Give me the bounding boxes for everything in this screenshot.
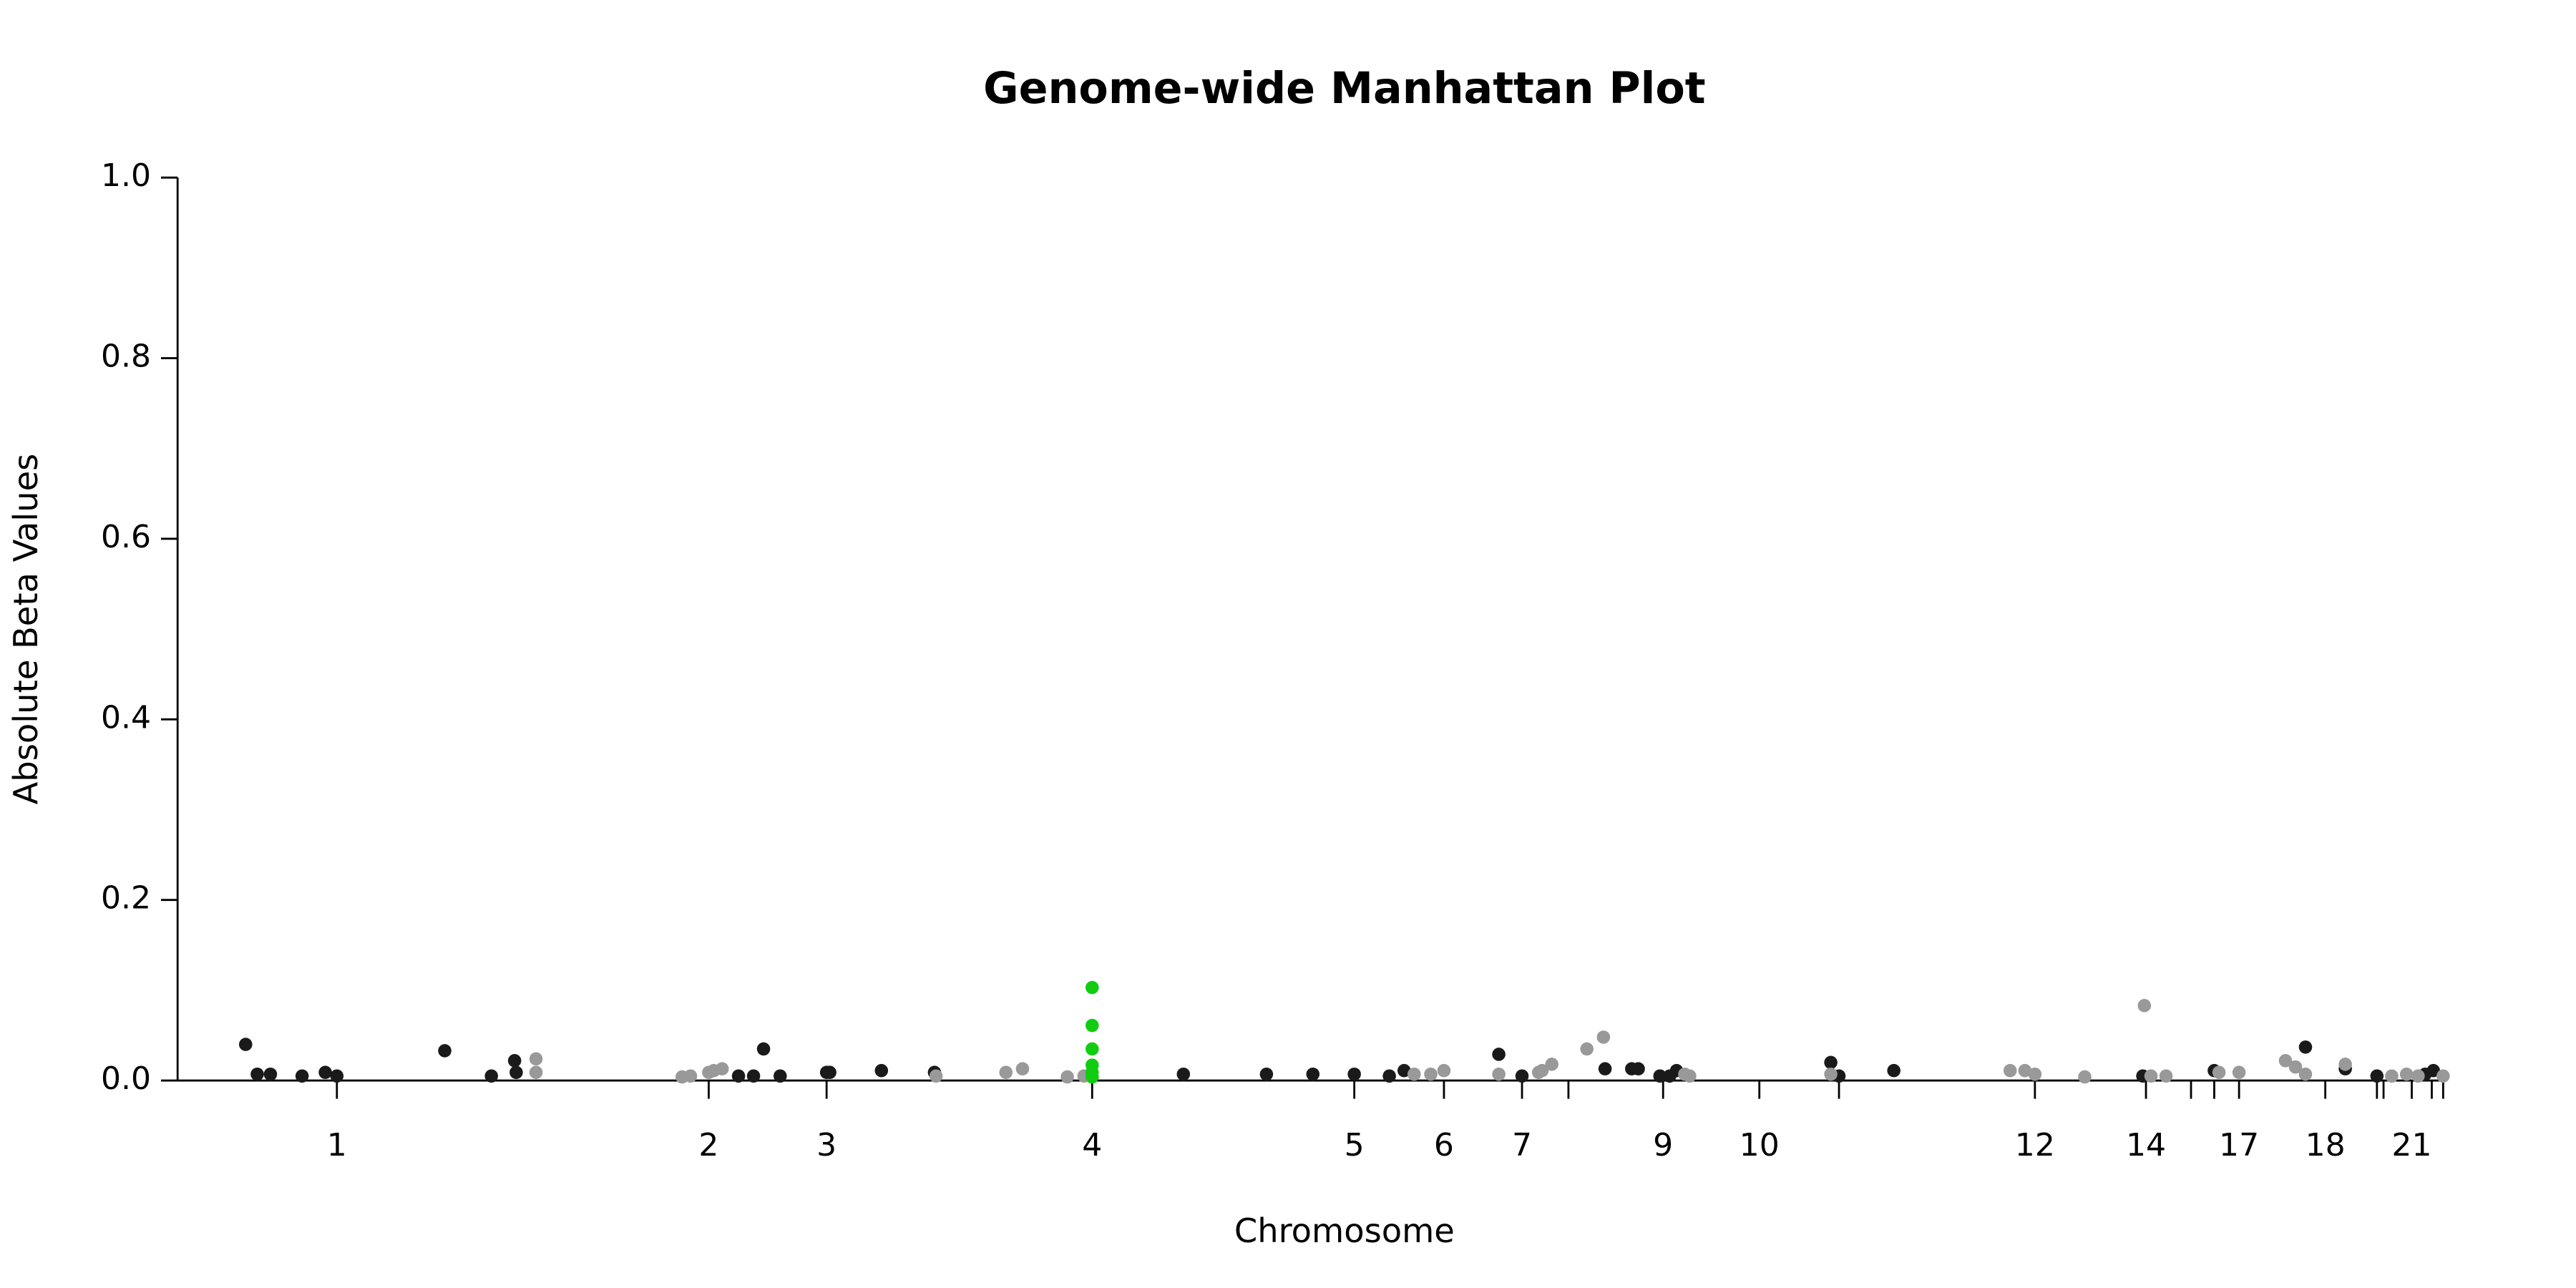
- point: [438, 1044, 452, 1058]
- point: [715, 1062, 729, 1075]
- x-axis-label: Chromosome: [1234, 1211, 1455, 1250]
- chart-title: Genome-wide Manhattan Plot: [983, 64, 1706, 114]
- x-tick-label: 17: [2219, 1127, 2259, 1163]
- point: [1824, 1055, 1838, 1070]
- point: [295, 1069, 309, 1083]
- point: [2298, 1040, 2313, 1054]
- point: [2137, 999, 2152, 1013]
- point: [529, 1052, 543, 1066]
- point: [2018, 1063, 2032, 1078]
- point: [1631, 1062, 1645, 1075]
- point: [1085, 980, 1099, 995]
- point: [2298, 1067, 2313, 1081]
- point: [1598, 1062, 1612, 1075]
- x-tick-label: 10: [1740, 1127, 1780, 1163]
- x-tick-label: 1: [327, 1127, 347, 1163]
- point: [2288, 1060, 2303, 1074]
- point: [1259, 1067, 1274, 1081]
- x-tick-label: 21: [2391, 1127, 2431, 1163]
- x-tick-label: 4: [1082, 1127, 1102, 1163]
- point: [874, 1063, 889, 1078]
- point: [263, 1067, 278, 1081]
- point: [2385, 1069, 2399, 1083]
- point: [2159, 1069, 2173, 1083]
- point: [318, 1065, 332, 1079]
- x-tick-label: 6: [1434, 1127, 1454, 1163]
- x-tick-label: 5: [1345, 1127, 1365, 1163]
- point: [2003, 1063, 2017, 1078]
- point: [330, 1069, 344, 1083]
- x-tick-label: 12: [2015, 1127, 2055, 1163]
- point: [1653, 1069, 1667, 1083]
- point: [484, 1069, 499, 1083]
- point: [1060, 1070, 1074, 1084]
- point: [1887, 1063, 1901, 1078]
- point: [2278, 1054, 2293, 1068]
- point: [2338, 1058, 2352, 1071]
- point: [1515, 1069, 1529, 1083]
- point: [756, 1042, 771, 1056]
- point: [731, 1069, 746, 1083]
- point: [1397, 1063, 1411, 1078]
- point: [1085, 1018, 1099, 1033]
- x-tick-label: 7: [1512, 1127, 1532, 1163]
- point: [1492, 1067, 1506, 1081]
- point: [929, 1069, 943, 1083]
- x-tick-label: 9: [1653, 1127, 1673, 1163]
- point: [2399, 1067, 2414, 1081]
- point: [1545, 1058, 1558, 1071]
- point: [1824, 1067, 1838, 1081]
- y-axis-label: Absolute Beta Values: [6, 454, 45, 805]
- point: [774, 1069, 787, 1083]
- point: [2436, 1069, 2450, 1083]
- y-tick-label: 0.2: [101, 880, 151, 917]
- x-tick-label: 3: [816, 1127, 836, 1163]
- point: [1015, 1062, 1030, 1075]
- point: [1535, 1063, 1549, 1078]
- point: [250, 1067, 264, 1081]
- point: [1424, 1067, 1438, 1081]
- point: [2426, 1063, 2440, 1078]
- point: [1596, 1030, 1611, 1044]
- point: [1176, 1067, 1191, 1081]
- x-tick-label: 2: [698, 1127, 718, 1163]
- point: [823, 1065, 836, 1079]
- point: [1683, 1069, 1697, 1083]
- y-tick-label: 0.8: [101, 338, 151, 375]
- point: [1492, 1048, 1506, 1061]
- point: [1407, 1067, 1421, 1081]
- point: [746, 1069, 761, 1083]
- y-tick-label: 1.0: [101, 157, 151, 194]
- y-tick-label: 0.6: [101, 519, 151, 555]
- x-tick-label: 14: [2126, 1127, 2166, 1163]
- point: [999, 1065, 1013, 1079]
- y-tick-label: 0.0: [101, 1060, 151, 1097]
- point: [507, 1054, 522, 1068]
- point: [1085, 1042, 1099, 1056]
- point: [2144, 1069, 2158, 1083]
- point: [529, 1065, 543, 1079]
- point: [2078, 1070, 2092, 1084]
- y-tick-label: 0.4: [101, 699, 151, 736]
- point: [2232, 1065, 2246, 1079]
- point: [683, 1069, 698, 1083]
- point: [1382, 1069, 1396, 1083]
- point: [2028, 1067, 2042, 1081]
- point: [1347, 1067, 1361, 1081]
- point: [1306, 1067, 1320, 1081]
- point: [2370, 1069, 2384, 1083]
- point: [1580, 1042, 1594, 1056]
- point: [2411, 1069, 2425, 1083]
- point: [1437, 1063, 1451, 1078]
- x-tick-label: 18: [2306, 1127, 2346, 1163]
- point: [239, 1038, 253, 1051]
- point: [2212, 1065, 2226, 1079]
- point: [509, 1065, 523, 1079]
- point: [1085, 1070, 1099, 1084]
